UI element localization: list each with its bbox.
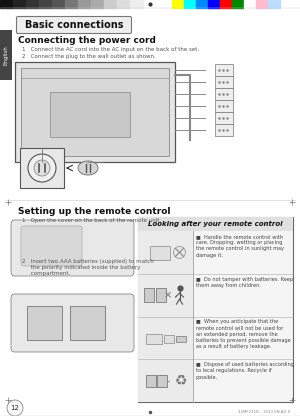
Ellipse shape: [78, 161, 98, 175]
Circle shape: [28, 154, 56, 182]
Text: Basic connections: Basic connections: [25, 20, 123, 30]
FancyBboxPatch shape: [11, 220, 134, 276]
Text: ■  Do not tamper with batteries. Keep
them away from children.: ■ Do not tamper with batteries. Keep the…: [196, 277, 293, 288]
FancyBboxPatch shape: [21, 226, 82, 266]
Bar: [215, 124, 233, 136]
Bar: [65, 0, 78, 8]
Bar: [39, 0, 52, 8]
Bar: [268, 0, 280, 8]
Bar: [15, 62, 175, 162]
Bar: [13, 0, 26, 8]
Bar: [138, 317, 193, 359]
Text: 2   Insert two AAA batteries (supplied) to match
     the polarity indicated ins: 2 Insert two AAA batteries (supplied) to…: [22, 259, 154, 275]
Circle shape: [34, 160, 50, 176]
Text: 1   Connect the AC cord into the AC input on the back of the set.: 1 Connect the AC cord into the AC input …: [22, 47, 199, 52]
Bar: [70, 306, 105, 340]
Bar: [0, 0, 13, 8]
Bar: [138, 359, 193, 402]
Bar: [256, 0, 268, 8]
Text: Setting up the remote control: Setting up the remote control: [18, 207, 170, 216]
Bar: [138, 217, 293, 231]
Text: ×: ×: [164, 290, 172, 300]
Bar: [138, 274, 193, 317]
Bar: [27, 306, 62, 340]
Text: ♻: ♻: [175, 374, 188, 388]
Text: 12: 12: [11, 405, 20, 411]
Bar: [176, 336, 185, 342]
Text: ■  When you anticipate that the
remote control will not be used for
an extended : ■ When you anticipate that the remote co…: [196, 319, 291, 349]
Bar: [20, 148, 64, 188]
Bar: [215, 100, 233, 112]
Bar: [149, 246, 170, 260]
Bar: [232, 0, 244, 8]
FancyBboxPatch shape: [16, 17, 131, 34]
Bar: [117, 0, 130, 8]
Bar: [157, 375, 166, 386]
Bar: [143, 288, 154, 302]
Bar: [146, 375, 155, 386]
Bar: [196, 0, 208, 8]
Bar: [52, 0, 65, 8]
Text: ■  Handle the remote control with
care. Dropping, wetting or placing
the remote : ■ Handle the remote control with care. D…: [196, 234, 284, 258]
Text: ■  Dispose of used batteries according
to local regulations. Recycle if
possible: ■ Dispose of used batteries according to…: [196, 362, 294, 380]
Bar: [91, 0, 104, 8]
Bar: [104, 0, 117, 8]
Bar: [21, 68, 169, 156]
Bar: [184, 0, 196, 8]
Bar: [155, 288, 166, 302]
Circle shape: [173, 246, 185, 258]
Bar: [220, 0, 232, 8]
Bar: [215, 64, 233, 76]
Text: 1   Open the cover on the back of the remote unit.: 1 Open the cover on the back of the remo…: [22, 218, 161, 223]
Bar: [215, 112, 233, 124]
Bar: [50, 92, 130, 137]
Bar: [138, 217, 293, 402]
Bar: [215, 76, 233, 88]
Bar: [172, 0, 184, 8]
Bar: [0, 30, 12, 80]
Bar: [146, 334, 161, 344]
Text: English: English: [4, 45, 8, 65]
Circle shape: [7, 400, 23, 416]
Bar: [138, 231, 193, 274]
Text: Connecting the power cord: Connecting the power cord: [18, 36, 156, 45]
Bar: [26, 0, 39, 8]
Text: -: -: [167, 376, 170, 386]
Bar: [78, 0, 91, 8]
Bar: [164, 335, 173, 343]
Text: Looking after your remote control: Looking after your remote control: [148, 221, 283, 227]
Text: 32MF231D - 1013 EN-AU S: 32MF231D - 1013 EN-AU S: [238, 410, 290, 414]
Bar: [130, 0, 143, 8]
FancyBboxPatch shape: [11, 294, 134, 352]
Text: 2   Connect the plug to the wall outlet as shown.: 2 Connect the plug to the wall outlet as…: [22, 54, 156, 59]
Bar: [215, 88, 233, 100]
Bar: [244, 0, 256, 8]
Bar: [208, 0, 220, 8]
